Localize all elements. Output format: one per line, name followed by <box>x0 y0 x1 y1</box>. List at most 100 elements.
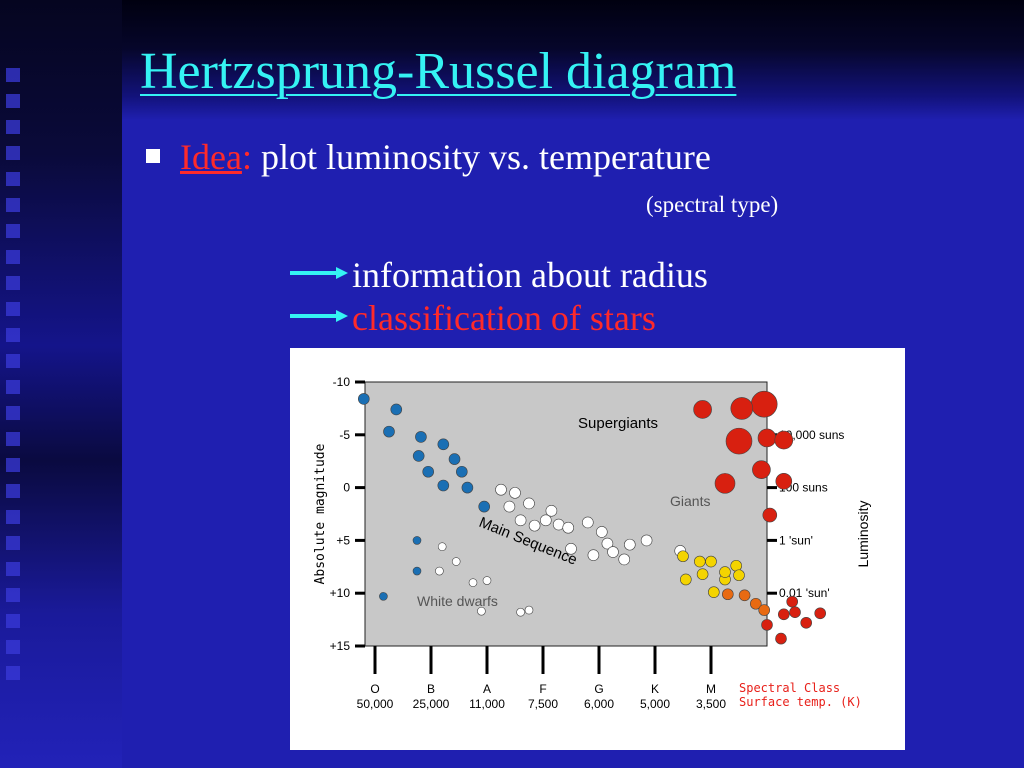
star-point <box>478 500 490 513</box>
spectral-type-note: (spectral type) <box>646 192 779 217</box>
star-point <box>800 616 813 629</box>
star-point <box>719 566 731 578</box>
star-point <box>789 606 801 619</box>
star-point <box>623 538 636 551</box>
star-point <box>581 516 594 529</box>
class-letter: G <box>594 682 603 696</box>
decorative-square <box>6 588 20 602</box>
y-tick-label: +10 <box>330 586 351 600</box>
star-point <box>762 507 778 523</box>
y-tick-label: +15 <box>330 639 351 653</box>
arrow-right-icon <box>290 310 348 322</box>
slide-title: Hertzsprung-Russel diagram <box>140 43 737 100</box>
star-point <box>693 555 706 568</box>
class-temperature: 11,000 <box>469 697 505 711</box>
decorative-square <box>6 328 20 342</box>
decorative-square <box>6 224 20 238</box>
star-point <box>379 592 388 601</box>
decorative-square <box>6 250 20 264</box>
class-letter: A <box>483 682 491 696</box>
class-letter: M <box>706 682 716 696</box>
luminosity-tick-label: 10,000 suns <box>779 428 844 442</box>
luminosity-axis-label: Luminosity <box>855 501 871 568</box>
star-point <box>415 431 427 443</box>
star-point <box>757 428 777 448</box>
star-point <box>437 542 447 552</box>
star-point <box>752 460 771 479</box>
luminosity-tick-label: 1 'sun' <box>779 533 813 547</box>
star-point <box>495 483 507 496</box>
star-point <box>696 568 709 580</box>
star-point <box>679 573 692 586</box>
star-point <box>524 605 534 615</box>
decorative-square <box>6 146 20 160</box>
idea-colon: : <box>241 137 252 177</box>
star-point <box>721 588 734 601</box>
decorative-square <box>6 432 20 446</box>
star-point <box>509 487 521 499</box>
y-axis-label: Absolute magnitude <box>313 443 328 584</box>
star-point <box>412 536 422 545</box>
decorative-square <box>6 276 20 290</box>
star-point <box>383 425 395 438</box>
star-point <box>528 519 541 532</box>
star-point <box>693 400 712 419</box>
star-point <box>738 589 751 602</box>
star-point <box>786 595 799 608</box>
star-point <box>814 607 827 620</box>
class-temperature: 6,000 <box>584 697 614 711</box>
region-label-white-dwarfs: White dwarfs <box>417 593 498 609</box>
plot-area <box>364 381 768 647</box>
class-letter: B <box>427 682 435 696</box>
x-axis-label-spectral: Spectral Class <box>739 681 840 695</box>
decorative-square <box>6 614 20 628</box>
star-point <box>358 393 370 405</box>
star-point <box>601 537 614 550</box>
y-tick-label: -5 <box>339 428 350 442</box>
decorative-square <box>6 354 20 368</box>
star-point <box>468 578 478 587</box>
bullet-line: Idea: plot luminosity vs. temperature <box>180 136 711 178</box>
star-point <box>540 514 552 527</box>
decorative-square <box>6 484 20 498</box>
bullet-text: plot luminosity vs. temperature <box>260 137 711 177</box>
star-point <box>514 514 527 527</box>
star-point <box>437 438 450 451</box>
y-tick-label: 0 <box>343 481 350 495</box>
star-point <box>777 608 790 621</box>
star-point <box>456 465 468 478</box>
star-point <box>461 481 474 494</box>
star-point <box>607 546 619 558</box>
star-point <box>390 403 403 416</box>
star-point <box>477 606 486 616</box>
star-point <box>412 566 422 576</box>
decorative-square <box>6 68 20 82</box>
decorative-square <box>6 120 20 134</box>
point-classification: classification of stars <box>352 298 656 338</box>
y-tick-label: -10 <box>333 375 351 389</box>
star-point <box>640 534 653 547</box>
idea-label: Idea <box>180 137 242 177</box>
star-point <box>482 576 492 585</box>
star-point <box>714 473 736 494</box>
decorative-square <box>6 198 20 212</box>
class-letter: F <box>539 682 546 696</box>
class-temperature: 25,000 <box>413 697 450 711</box>
star-point <box>437 479 450 492</box>
star-point <box>503 500 516 513</box>
hr-diagram-chart: -10 -5 0 +5 +10 +15 Absolute magnitude 10,000 s… <box>313 375 871 711</box>
star-point <box>412 450 425 462</box>
decorative-square <box>6 640 20 654</box>
star-point <box>730 397 754 420</box>
class-temperature: 50,000 <box>357 697 394 711</box>
star-point <box>595 526 608 538</box>
star-point <box>750 390 778 418</box>
star-point <box>761 619 773 631</box>
region-label-supergiants: Supergiants <box>578 415 658 432</box>
star-point <box>618 553 631 566</box>
arrow-right-icon <box>290 267 348 279</box>
star-point <box>775 632 787 645</box>
star-point <box>562 521 575 534</box>
bullet-square-icon <box>146 149 160 163</box>
decorative-square <box>6 666 20 680</box>
